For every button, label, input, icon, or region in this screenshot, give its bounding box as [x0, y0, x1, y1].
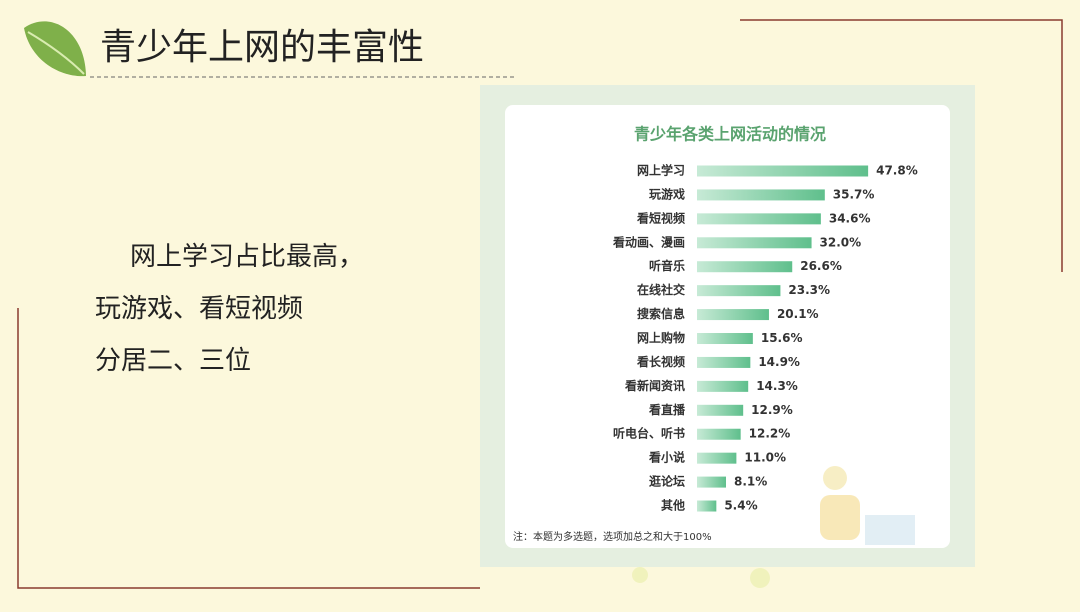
- bar: [697, 428, 741, 440]
- value-label: 15.6%: [761, 331, 803, 345]
- bar: [697, 476, 726, 488]
- value-label: 32.0%: [820, 235, 862, 249]
- category-label: 搜索信息: [637, 306, 685, 321]
- category-label: 玩游戏: [649, 186, 685, 201]
- bar: [697, 452, 737, 464]
- body-line: 网上学习占比最高，: [130, 242, 364, 272]
- bar: [697, 261, 793, 273]
- category-label: 在线社交: [637, 282, 685, 297]
- bar: [697, 356, 751, 368]
- chart-card: [505, 105, 950, 548]
- bar: [697, 333, 753, 345]
- bar: [697, 237, 812, 249]
- bar: [697, 309, 769, 321]
- bar: [697, 189, 825, 201]
- chart-note: 注：本题为多选题，选项加总之和大于100%: [513, 530, 712, 543]
- value-label: 11.0%: [744, 451, 786, 465]
- category-label: 网上购物: [637, 330, 685, 345]
- bar: [697, 285, 781, 297]
- category-label: 听电台、听书: [613, 426, 685, 441]
- bar: [697, 500, 717, 512]
- value-label: 23.3%: [788, 283, 830, 297]
- value-label: 34.6%: [829, 211, 871, 225]
- category-label: 看动画、漫画: [613, 234, 685, 249]
- value-label: 8.1%: [734, 475, 767, 489]
- value-label: 12.9%: [751, 403, 793, 417]
- value-label: 12.2%: [749, 427, 791, 441]
- category-label: 网上学习: [637, 163, 685, 178]
- body-line: 分居二、三位: [95, 346, 251, 376]
- category-label: 逛论坛: [649, 474, 685, 489]
- chart-title: 青少年各类上网活动的情况: [634, 125, 826, 144]
- category-label: 看新闻资讯: [625, 378, 685, 393]
- illustration: [632, 466, 915, 588]
- category-label: 看直播: [649, 402, 686, 417]
- category-label: 看短视频: [637, 210, 685, 225]
- bar: [697, 165, 869, 177]
- value-label: 14.9%: [758, 355, 800, 369]
- value-label: 5.4%: [724, 499, 757, 513]
- decor-lines: [17, 19, 1063, 589]
- body-line: 玩游戏、看短视频: [95, 294, 303, 324]
- category-label: 看长视频: [637, 354, 685, 369]
- category-label: 其他: [661, 498, 685, 513]
- slide-title: 青少年上网的丰富性: [100, 27, 424, 68]
- value-label: 20.1%: [777, 307, 819, 321]
- category-label: 看小说: [649, 450, 685, 465]
- leaf-icon: [24, 21, 86, 77]
- value-label: 26.6%: [800, 259, 842, 273]
- bar: [697, 213, 821, 225]
- value-label: 47.8%: [876, 164, 918, 178]
- value-label: 35.7%: [833, 187, 875, 201]
- bar: [697, 380, 749, 392]
- category-label: 听音乐: [649, 258, 685, 273]
- bar: [697, 404, 744, 416]
- value-label: 14.3%: [756, 379, 798, 393]
